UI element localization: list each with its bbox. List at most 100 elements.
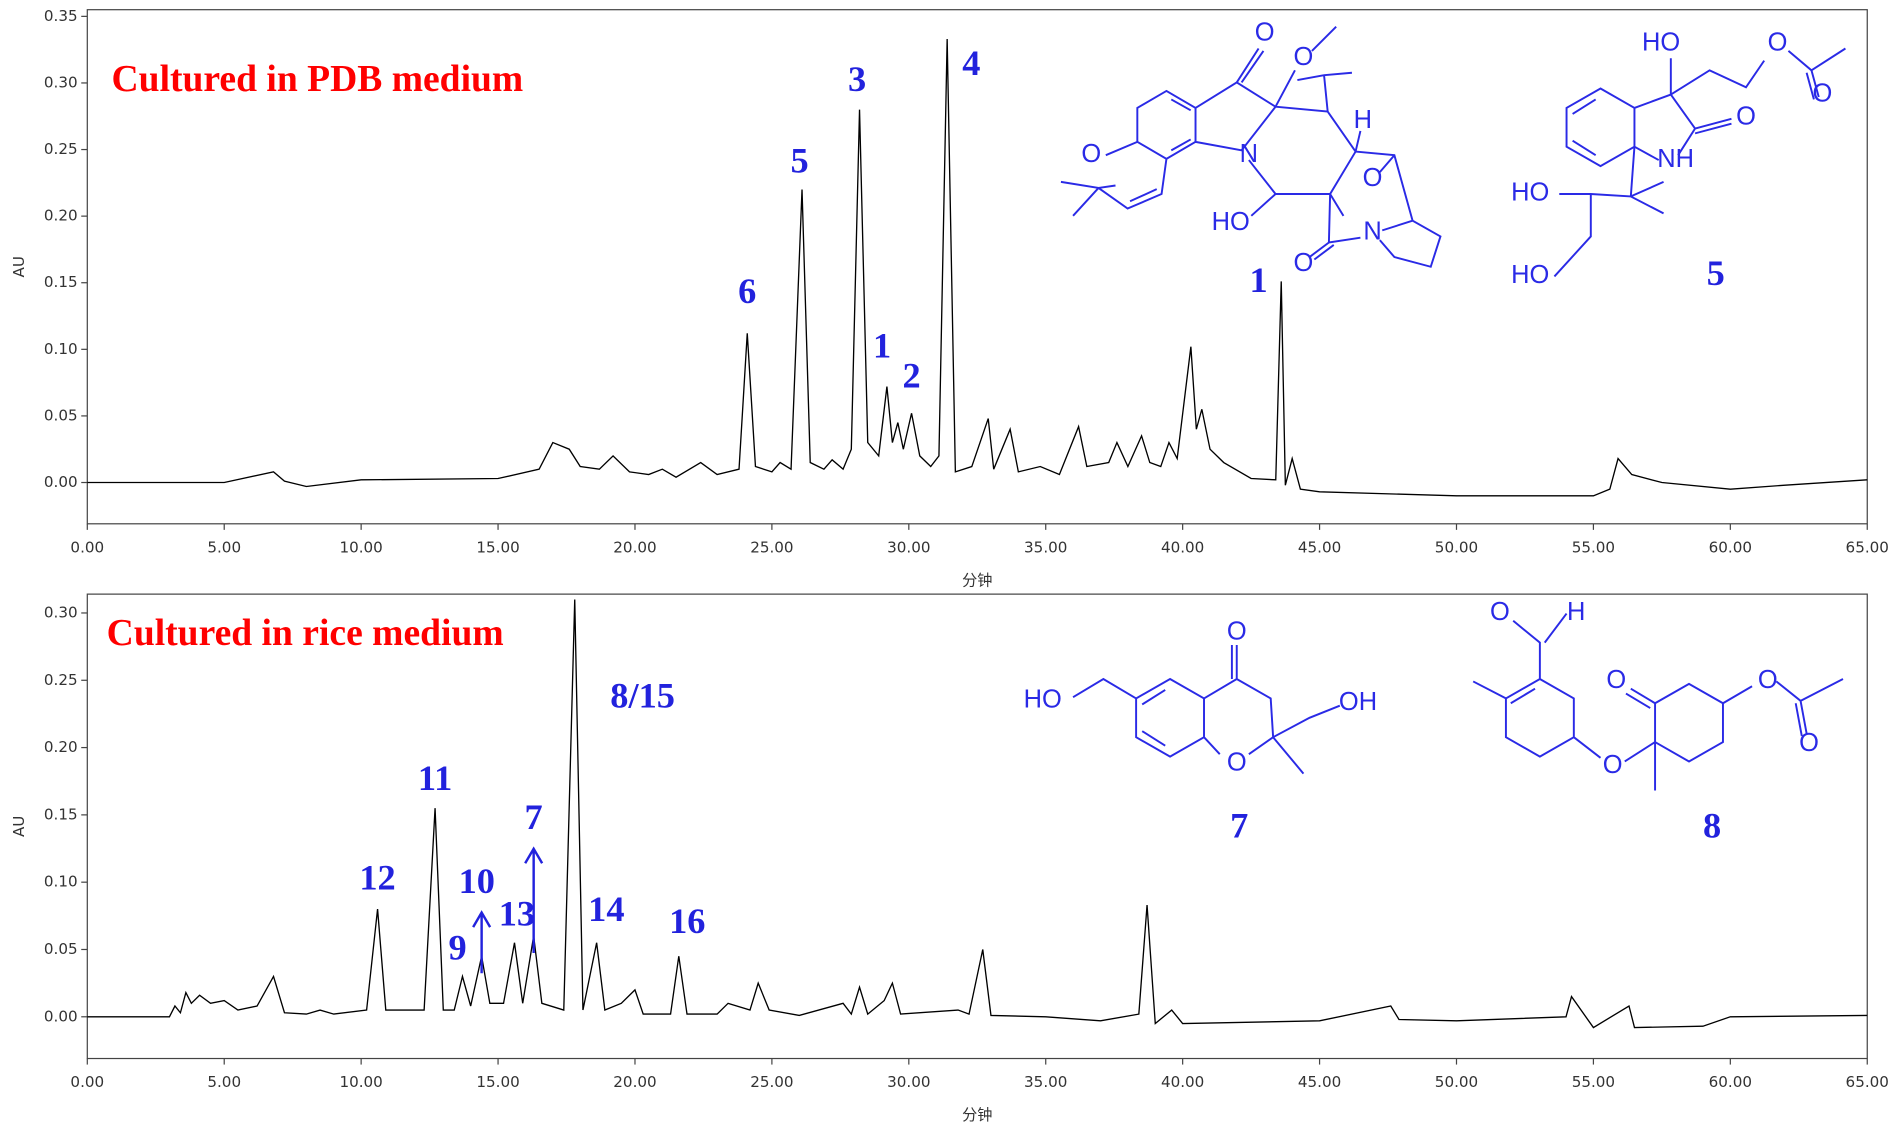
x-axis-label: 分钟 xyxy=(962,571,992,589)
x-tick-label: 0.00 xyxy=(70,1073,104,1091)
y-axis-label: AU xyxy=(10,816,28,837)
x-tick-label: 30.00 xyxy=(887,539,930,557)
y-tick-label: 0.20 xyxy=(44,207,78,225)
atom-label: O xyxy=(1768,28,1788,56)
atom-label: O xyxy=(1812,79,1832,107)
x-tick-label: 0.00 xyxy=(70,539,104,557)
x-tick-label: 40.00 xyxy=(1161,539,1204,557)
compound-number: 8 xyxy=(1703,806,1721,846)
x-tick-label: 25.00 xyxy=(750,1073,793,1091)
atom-label: H xyxy=(1567,598,1585,626)
atom-label: HO xyxy=(1511,179,1549,207)
atom-label: N xyxy=(1363,218,1381,246)
atom-label: O xyxy=(1294,249,1314,277)
y-tick-label: 0.20 xyxy=(44,738,78,756)
structure-1: O O O H HO N N O O 1 xyxy=(1060,19,1442,300)
y-tick-label: 0.05 xyxy=(44,940,78,958)
y-tick-label: 0.00 xyxy=(44,1007,78,1025)
x-tick-label: 10.00 xyxy=(339,539,382,557)
x-tick-label: 5.00 xyxy=(207,1073,241,1091)
y-tick-label: 0.10 xyxy=(44,873,78,891)
atom-label: O xyxy=(1081,140,1101,168)
x-tick-label: 20.00 xyxy=(613,539,656,557)
panel-title: Cultured in PDB medium xyxy=(112,59,524,100)
y-tick-label: 0.15 xyxy=(44,273,78,291)
y-tick-label: 0.30 xyxy=(44,73,78,91)
peak-label: 2 xyxy=(902,356,920,396)
atom-label: OH xyxy=(1339,688,1377,716)
atom-label: HO xyxy=(1511,261,1549,289)
x-tick-label: 35.00 xyxy=(1024,1073,1067,1091)
x-tick-label: 60.00 xyxy=(1709,1073,1752,1091)
peak-label: 1 xyxy=(873,325,891,365)
atom-label: HO xyxy=(1212,208,1250,236)
structure-8: O H O O O O 8 xyxy=(1472,598,1844,846)
peak-label: 13 xyxy=(499,894,535,934)
bonds xyxy=(1553,47,1846,278)
peak-arrow xyxy=(472,910,492,974)
structure-5: HO O O O NH HO HO 5 xyxy=(1511,28,1846,293)
x-tick-label: 20.00 xyxy=(613,1073,656,1091)
atom-label: N xyxy=(1240,140,1258,168)
compound-number: 7 xyxy=(1230,806,1248,846)
y-tick-label: 0.30 xyxy=(44,603,78,621)
y-axis-label: AU xyxy=(10,256,28,277)
atom-label: O xyxy=(1255,19,1275,47)
atom-label: O xyxy=(1603,751,1623,779)
x-tick-label: 65.00 xyxy=(1846,539,1889,557)
atom-label: O xyxy=(1758,666,1778,694)
x-tick-label: 30.00 xyxy=(887,1073,930,1091)
x-tick-label: 15.00 xyxy=(476,1073,519,1091)
atom-label: O xyxy=(1606,666,1626,694)
peak-label: 12 xyxy=(359,858,395,898)
figure-content: O O O H HO N N O O 1 HO O O O NH HO HO 5… xyxy=(10,7,1889,1124)
compound-number: 5 xyxy=(1707,253,1725,293)
atom-label: O xyxy=(1799,729,1819,757)
atom-label: HO xyxy=(1642,28,1680,56)
y-tick-label: 0.35 xyxy=(44,7,78,25)
y-tick-label: 0.25 xyxy=(44,140,78,158)
x-tick-label: 55.00 xyxy=(1572,539,1615,557)
y-tick-label: 0.05 xyxy=(44,406,78,424)
peak-label: 7 xyxy=(525,797,543,837)
structure-7: HO O OH O 7 xyxy=(1024,618,1377,846)
x-tick-label: 10.00 xyxy=(339,1073,382,1091)
peak-label: 3 xyxy=(848,59,866,99)
x-tick-label: 40.00 xyxy=(1161,1073,1204,1091)
panel-title: Cultured in rice medium xyxy=(107,613,504,654)
y-tick-label: 0.25 xyxy=(44,671,78,689)
x-tick-label: 50.00 xyxy=(1435,1073,1478,1091)
y-tick-label: 0.00 xyxy=(44,473,78,491)
x-tick-label: 55.00 xyxy=(1572,1073,1615,1091)
x-tick-label: 50.00 xyxy=(1435,539,1478,557)
y-tick-label: 0.15 xyxy=(44,805,78,823)
y-tick-label: 0.10 xyxy=(44,340,78,358)
chromatogram-trace xyxy=(87,599,1868,1029)
x-tick-label: 25.00 xyxy=(750,539,793,557)
peak-label: 8/15 xyxy=(610,675,675,715)
peak-label: 10 xyxy=(459,861,495,901)
chromatogram-trace xyxy=(87,38,1868,497)
bonds xyxy=(1060,25,1442,268)
peak-label: 4 xyxy=(962,43,980,83)
atom-label: O xyxy=(1227,618,1247,646)
compound-number: 1 xyxy=(1249,260,1267,300)
atom-label: NH xyxy=(1657,145,1694,173)
atom-label: O xyxy=(1294,43,1314,71)
x-axis-label: 分钟 xyxy=(962,1106,992,1124)
atom-label: H xyxy=(1354,106,1372,134)
peak-label: 6 xyxy=(738,271,756,311)
atom-label: O xyxy=(1363,164,1383,192)
x-tick-label: 45.00 xyxy=(1298,1073,1341,1091)
atom-label: O xyxy=(1227,749,1247,777)
peak-label: 9 xyxy=(449,927,467,967)
x-tick-label: 5.00 xyxy=(207,539,241,557)
peak-label: 16 xyxy=(669,901,705,941)
bonds xyxy=(1472,612,1844,791)
x-tick-label: 35.00 xyxy=(1024,539,1067,557)
x-tick-label: 45.00 xyxy=(1298,539,1341,557)
peak-label: 11 xyxy=(418,758,452,798)
plot-frame xyxy=(86,9,1868,525)
